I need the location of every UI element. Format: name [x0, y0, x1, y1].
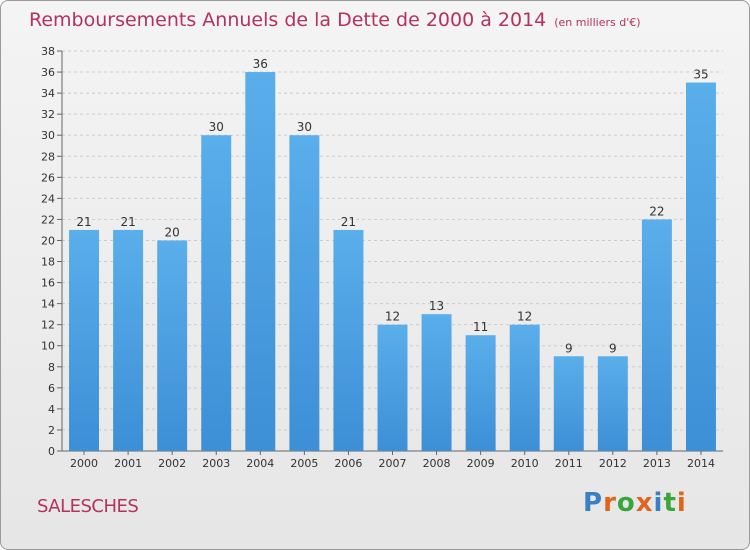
x-tick-label: 2008	[423, 457, 451, 470]
proxiti-logo: Proxiti	[583, 488, 687, 518]
bar-2000	[69, 229, 100, 451]
x-tick-label: 2002	[158, 457, 186, 470]
y-tick-label: 36	[41, 66, 55, 79]
data-label-2010: 12	[517, 310, 532, 324]
y-tick-label: 22	[41, 213, 55, 226]
bar-2001	[113, 229, 144, 451]
data-label-2012: 9	[609, 341, 617, 355]
y-tick-label: 32	[41, 108, 55, 121]
y-tick-label: 8	[48, 361, 55, 374]
y-tick-label: 38	[41, 45, 55, 58]
data-label-2006: 21	[341, 215, 356, 229]
bar-2007	[377, 324, 408, 451]
bar-2008	[421, 314, 452, 451]
x-tick-label: 2011	[555, 457, 583, 470]
bar-2003	[201, 135, 232, 452]
y-tick-label: 2	[48, 424, 55, 437]
chart-subtitle: (en milliers d'€)	[554, 16, 641, 29]
bar-2011	[553, 356, 584, 451]
bar-2005	[289, 135, 320, 452]
data-label-2004: 36	[253, 57, 268, 71]
bar-2012	[597, 356, 628, 451]
data-label-2002: 20	[165, 225, 180, 239]
data-label-2001: 21	[120, 215, 135, 229]
x-tick-label: 2013	[643, 457, 671, 470]
x-tick-label: 2007	[379, 457, 407, 470]
y-tick-label: 4	[48, 403, 55, 416]
x-tick-label: 2009	[467, 457, 495, 470]
data-label-2008: 13	[429, 299, 444, 313]
data-label-2005: 30	[297, 120, 312, 134]
y-tick-label: 6	[48, 382, 55, 395]
data-label-2007: 12	[385, 310, 400, 324]
y-tick-label: 12	[41, 319, 55, 332]
data-label-2014: 35	[693, 68, 708, 82]
data-label-2000: 21	[76, 215, 91, 229]
bar-2013	[641, 219, 672, 451]
bar-2004	[245, 72, 276, 451]
x-tick-label: 2012	[599, 457, 627, 470]
chart-title-text: Remboursements Annuels de la Dette de 20…	[29, 9, 547, 31]
data-label-2013: 22	[649, 204, 664, 218]
y-tick-label: 28	[41, 150, 55, 163]
bar-2009	[465, 335, 496, 451]
x-tick-label: 2014	[687, 457, 715, 470]
bar-2002	[157, 240, 188, 451]
y-tick-label: 34	[41, 87, 55, 100]
x-tick-label: 2000	[70, 457, 98, 470]
x-tick-label: 2001	[114, 457, 142, 470]
x-tick-label: 2004	[246, 457, 274, 470]
y-tick-label: 20	[41, 234, 55, 247]
commune-name: SALESCHES	[37, 496, 139, 517]
bar-2014	[685, 82, 716, 451]
x-tick-label: 2005	[290, 457, 318, 470]
y-tick-label: 0	[48, 445, 55, 458]
x-tick-label: 2003	[202, 457, 230, 470]
y-tick-label: 26	[41, 171, 55, 184]
x-tick-label: 2010	[511, 457, 539, 470]
y-tick-label: 14	[41, 298, 55, 311]
chart-title: Remboursements Annuels de la Dette de 20…	[29, 9, 641, 31]
bar-2010	[509, 324, 540, 451]
y-tick-label: 30	[41, 129, 55, 142]
y-tick-label: 10	[41, 340, 55, 353]
y-tick-label: 16	[41, 277, 55, 290]
y-tick-label: 24	[41, 192, 55, 205]
y-tick-label: 18	[41, 256, 55, 269]
bar-chart: 0246810121416182022242628303234363821200…	[41, 45, 723, 470]
x-tick-label: 2006	[334, 457, 362, 470]
data-label-2003: 30	[209, 120, 224, 134]
data-label-2009: 11	[473, 320, 488, 334]
data-label-2011: 9	[565, 341, 573, 355]
bar-2006	[333, 229, 364, 451]
